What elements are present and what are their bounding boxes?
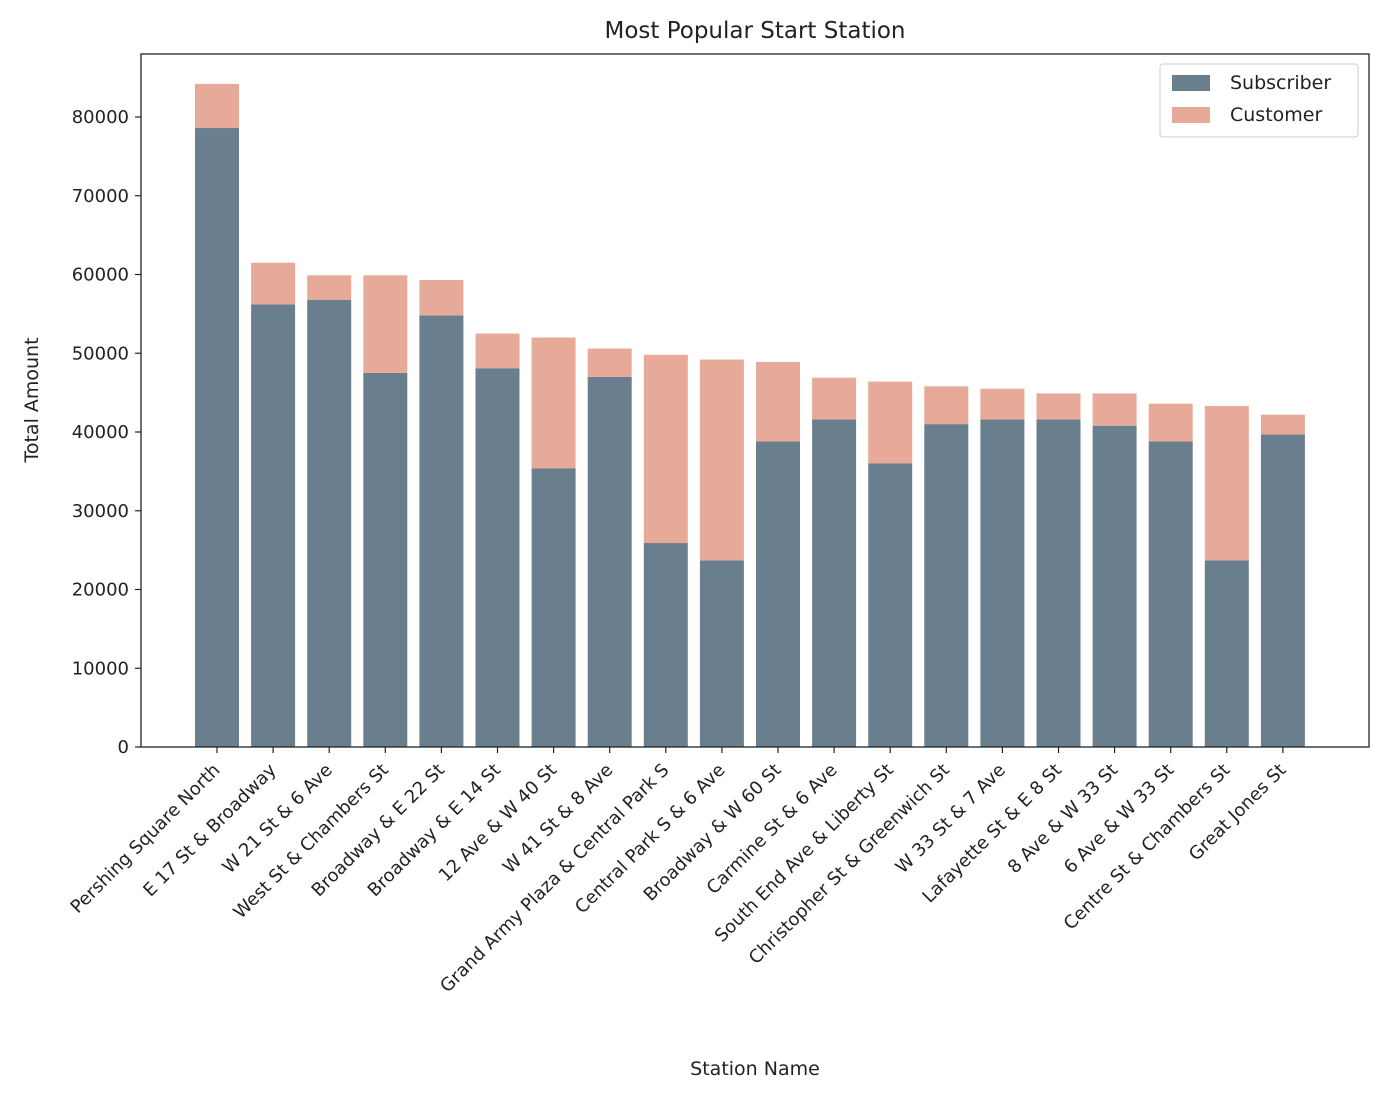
x-axis-label: Station Name <box>690 1058 820 1080</box>
bar-customer-2 <box>251 262 296 305</box>
bar-subscriber-9 <box>643 543 688 747</box>
bar-customer-17 <box>1092 393 1137 426</box>
bar-customer-20 <box>1260 414 1305 435</box>
y-tick-label: 40000 <box>72 422 129 443</box>
bar-subscriber-6 <box>475 368 520 747</box>
bar-subscriber-19 <box>1204 560 1249 747</box>
bar-customer-3 <box>307 275 352 300</box>
x-tick-label: Christopher St & Greenwich St <box>745 760 954 969</box>
bar-subscriber-20 <box>1260 434 1305 747</box>
bar-subscriber-17 <box>1092 425 1137 747</box>
y-tick-label: 80000 <box>72 107 129 128</box>
legend-swatch-subscriber <box>1172 75 1210 91</box>
legend-label-customer: Customer <box>1230 104 1322 126</box>
bar-subscriber-18 <box>1148 441 1193 747</box>
bar-customer-12 <box>812 377 857 420</box>
bar-customer-19 <box>1204 406 1249 561</box>
bar-group <box>195 83 1305 747</box>
bar-customer-7 <box>531 337 576 469</box>
bar-customer-13 <box>868 381 913 464</box>
bar-subscriber-11 <box>756 441 800 747</box>
legend: Subscriber Customer <box>1159 63 1359 138</box>
bar-customer-16 <box>1036 393 1081 420</box>
bar-subscriber-10 <box>699 560 744 747</box>
bar-subscriber-5 <box>419 315 464 747</box>
y-tick-label: 10000 <box>72 658 129 679</box>
bar-subscriber-3 <box>307 299 352 747</box>
y-axis: 0 10000 20000 30000 40000 50000 60000 70000 8000… <box>72 107 141 758</box>
bar-subscriber-13 <box>868 463 913 747</box>
bar-customer-8 <box>587 348 632 377</box>
bar-subscriber-7 <box>531 468 576 747</box>
bar-customer-15 <box>980 388 1025 420</box>
bar-customer-1 <box>195 83 239 129</box>
bar-customer-10 <box>699 359 744 561</box>
bar-customer-5 <box>419 280 464 316</box>
bar-subscriber-2 <box>251 304 296 747</box>
bar-subscriber-14 <box>924 424 969 747</box>
legend-swatch-customer <box>1172 107 1210 123</box>
y-tick-label: 70000 <box>72 186 129 207</box>
y-tick-label: 20000 <box>72 580 129 601</box>
legend-label-subscriber: Subscriber <box>1230 72 1331 94</box>
bar-customer-4 <box>363 275 408 373</box>
y-axis-label: Total Amount <box>21 337 43 463</box>
bar-subscriber-4 <box>363 372 408 747</box>
bar-customer-18 <box>1148 403 1193 442</box>
y-tick-label: 60000 <box>72 265 129 286</box>
bar-customer-11 <box>756 361 800 442</box>
bar-subscriber-1 <box>195 128 239 747</box>
y-tick-label: 50000 <box>72 343 129 364</box>
bar-customer-6 <box>475 333 520 369</box>
plot-area-frame <box>140 53 1370 748</box>
x-tick-label: Great Jones St <box>1185 760 1291 866</box>
bar-subscriber-15 <box>980 419 1025 747</box>
bar-subscriber-12 <box>812 419 857 747</box>
bar-subscriber-8 <box>587 376 632 747</box>
bar-customer-14 <box>924 386 969 425</box>
chart-title: Most Popular Start Station <box>604 18 905 44</box>
y-tick-label: 0 <box>118 737 129 758</box>
bar-customer-9 <box>643 354 688 544</box>
y-tick-label: 30000 <box>72 501 129 522</box>
bar-subscriber-16 <box>1036 419 1081 747</box>
